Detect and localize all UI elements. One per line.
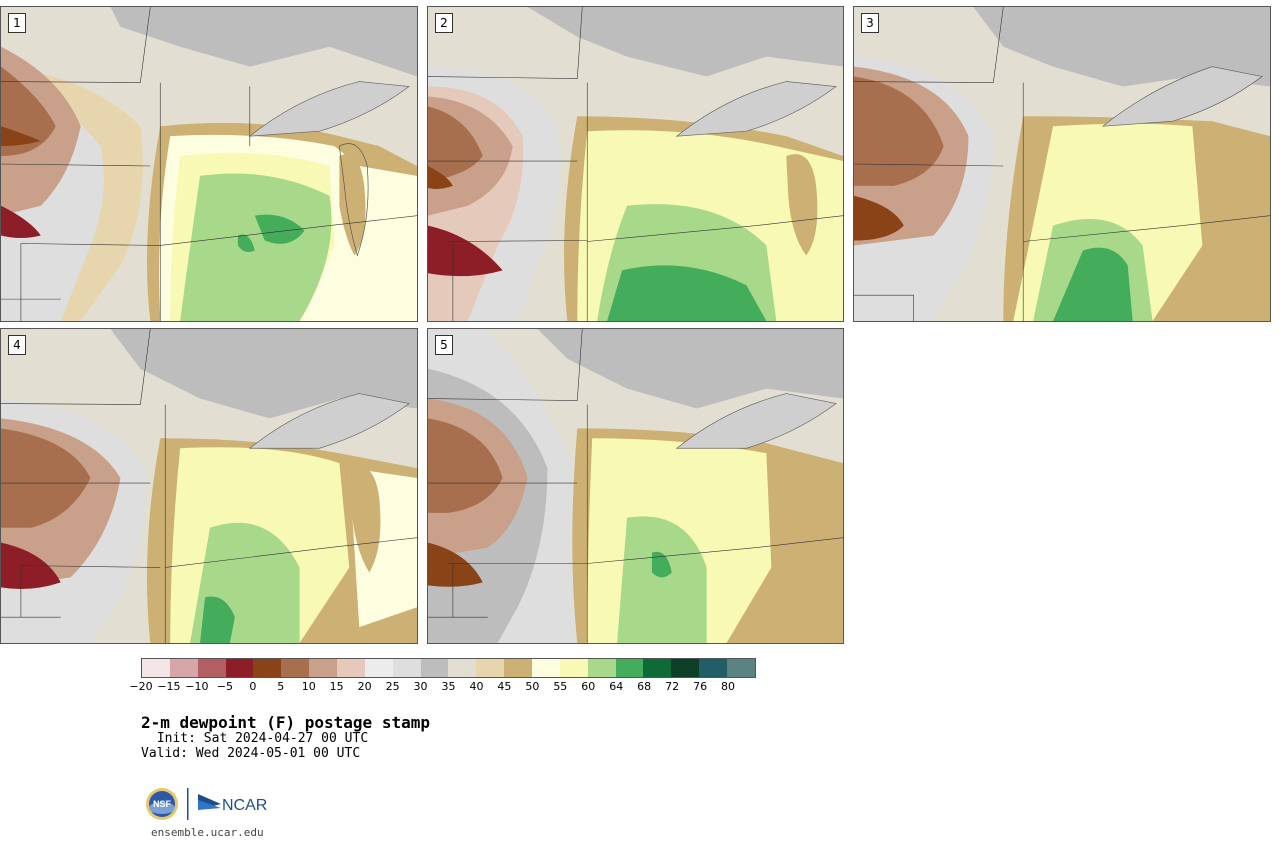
colorbar [141,658,756,678]
colorbar-tick-label: 10 [301,680,316,693]
colorbar-tick-label: 50 [525,680,540,693]
init-time: Init: Sat 2024-04-27 00 UTC [149,731,369,746]
dewpoint-map-4 [1,329,417,643]
colorbar-tick-label: 40 [469,680,484,693]
colorbar-segment [671,659,700,677]
colorbar-segment [532,659,560,677]
colorbar-segment [420,659,449,677]
colorbar-segment [476,659,505,677]
colorbar-segment [197,659,226,677]
colorbar-segment [643,659,672,677]
colorbar-tick-label: 5 [277,680,285,693]
colorbar-segment [504,659,533,677]
colorbar-tick-label: 80 [721,680,736,693]
colorbar-tick-label: 35 [441,680,456,693]
colorbar-tick-label: 25 [385,680,400,693]
colorbar-segment [337,659,365,677]
colorbar-segment [309,659,338,677]
panel-label: 2 [435,13,453,33]
colorbar-segment [699,659,728,677]
dewpoint-map-5 [428,329,843,643]
colorbar-segment [448,659,477,677]
site-url: ensemble.ucar.edu [151,826,264,839]
panel-label: 5 [435,335,453,355]
dewpoint-map-1 [1,7,417,321]
colorbar-segment [253,659,282,677]
colorbar-segment [364,659,393,677]
colorbar-segment [392,659,421,677]
colorbar-tick-label: 15 [329,680,344,693]
colorbar-segment [169,659,198,677]
colorbar-segment [142,659,170,677]
panel-label: 1 [8,13,26,33]
colorbar-segment [727,659,755,677]
colorbar-segment [281,659,310,677]
colorbar-segment [587,659,616,677]
colorbar-segment [225,659,254,677]
map-panel-5: 5 [427,328,844,644]
dewpoint-map-2 [428,7,843,321]
colorbar-tick-label: 55 [553,680,568,693]
colorbar-segment [615,659,644,677]
valid-time: Valid: Wed 2024-05-01 00 UTC [141,746,361,761]
colorbar-tick-label: −15 [157,680,181,693]
nsf-ncar-logo: NSF NCAR [146,788,267,820]
ncar-logo-text: NCAR [222,797,267,814]
map-panel-3: 3 [853,6,1271,322]
colorbar-tick-labels: −20 −15 −10 −5 0 5 10 15 20 25 30 35 40 45 50 55 60 64 68 7… [129,680,756,694]
colorbar-tick-label: 30 [413,680,428,693]
colorbar-tick-label: 60 [581,680,596,693]
colorbar-tick-label: 45 [497,680,512,693]
colorbar-segment [559,659,588,677]
panel-label: 3 [861,13,879,33]
colorbar-tick-label: −10 [185,680,209,693]
dewpoint-map-3 [854,7,1270,321]
colorbar-tick-label: 64 [609,680,624,693]
nsf-logo-text: NSF [153,799,172,809]
colorbar-tick-label: −5 [216,680,233,693]
colorbar-tick-label: 68 [637,680,652,693]
colorbar-tick-label: 20 [357,680,372,693]
colorbar-tick-label: 72 [665,680,680,693]
colorbar-tick-label: 76 [693,680,708,693]
map-panel-2: 2 [427,6,844,322]
map-panel-4: 4 [0,328,418,644]
colorbar-tick-label: −20 [129,680,153,693]
panel-label: 4 [8,335,26,355]
chart-title: 2-m dewpoint (F) postage stamp [141,713,430,732]
map-panel-1: 1 [0,6,418,322]
colorbar-tick-label: 0 [249,680,257,693]
